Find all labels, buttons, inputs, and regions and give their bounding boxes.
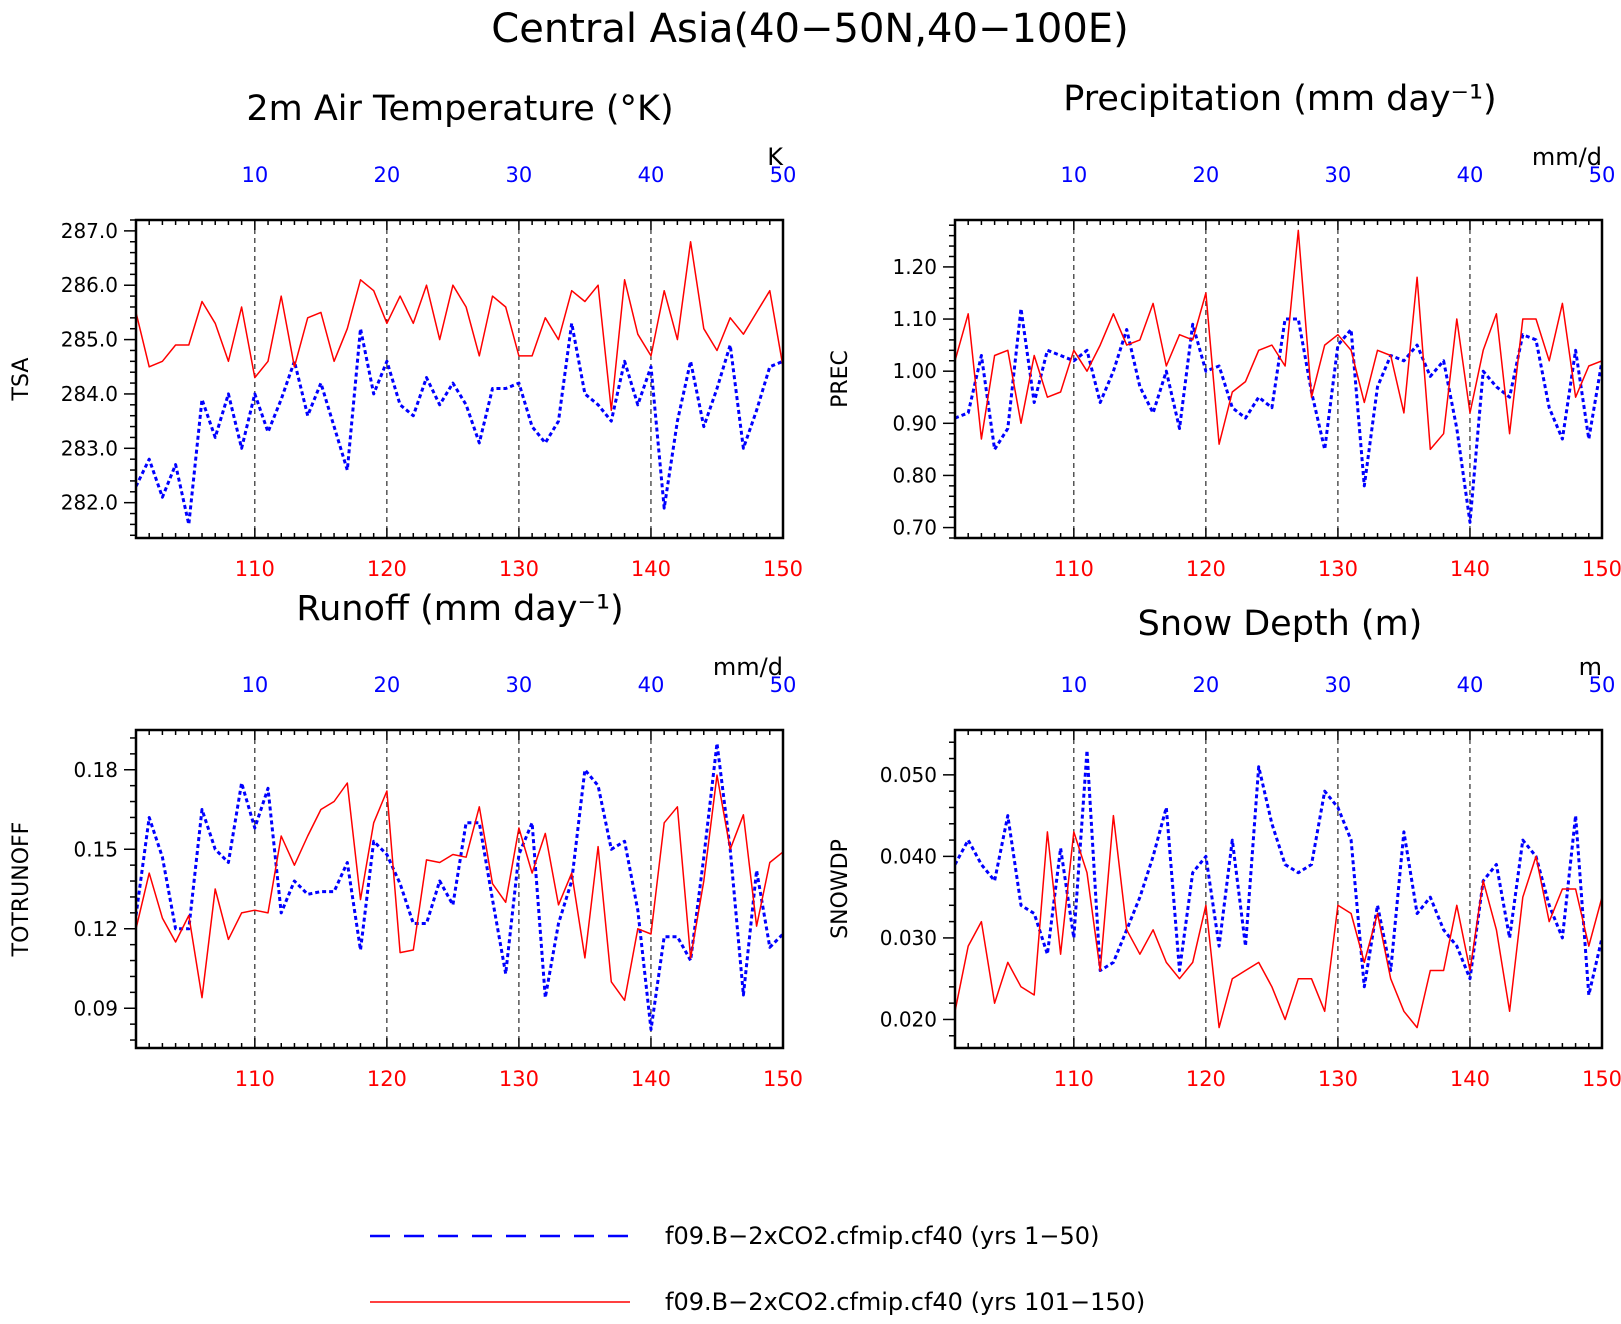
xtick-top-label-runoff-1: 20 (374, 673, 401, 697)
panel-tsa: 2m Air Temperature (°K) K 282.0 283.0 284.0 2… (9, 89, 803, 581)
xtick-bottom-label-snowdp-4: 150 (1582, 1067, 1621, 1091)
xtick-top-label-runoff-0: 10 (241, 673, 268, 697)
ytick-label-tsa-2: 284.0 (61, 382, 118, 406)
ytick-label-prec-4: 1.10 (892, 307, 937, 331)
panel-prec: Precipitation (mm day⁻¹) mm/d 0.70 0.80 0.90… (828, 79, 1621, 581)
ylabel-tsa: TSA (9, 358, 34, 402)
series-line-snowdp-yrs-1-50 (955, 748, 1602, 997)
xtick-bottom-label-runoff-2: 130 (499, 1067, 539, 1091)
xtick-top-label-tsa-1: 20 (374, 163, 401, 187)
xtick-bottom-label-snowdp-2: 130 (1318, 1067, 1358, 1091)
panel-title-tsa: 2m Air Temperature (°K) (246, 89, 673, 129)
ytick-label-snowdp-2: 0.040 (880, 844, 937, 868)
xtick-top-label-tsa-3: 40 (638, 163, 665, 187)
series-line-prec-yrs-1-50 (955, 307, 1602, 524)
xtick-top-label-snowdp-1: 20 (1193, 673, 1220, 697)
xtick-top-label-tsa-2: 30 (506, 163, 533, 187)
ytick-label-prec-2: 0.90 (892, 411, 937, 435)
unit-label-prec: mm/d (1532, 143, 1602, 171)
xtick-bottom-label-tsa-3: 140 (631, 557, 671, 581)
ylabel-prec: PREC (828, 350, 853, 408)
xtick-top-label-runoff-4: 50 (770, 673, 797, 697)
ytick-label-runoff-1: 0.12 (73, 917, 118, 941)
xtick-bottom-label-prec-4: 150 (1582, 557, 1621, 581)
ytick-label-prec-3: 1.00 (892, 359, 937, 383)
xtick-bottom-label-runoff-1: 120 (367, 1067, 407, 1091)
ytick-label-snowdp-1: 0.030 (880, 926, 937, 950)
unit-label-runoff: mm/d (713, 653, 783, 681)
ytick-label-prec-5: 1.20 (892, 255, 937, 279)
xtick-bottom-label-tsa-4: 150 (763, 557, 803, 581)
xtick-top-label-prec-0: 10 (1060, 163, 1087, 187)
xtick-top-label-runoff-3: 40 (638, 673, 665, 697)
xtick-bottom-label-runoff-0: 110 (235, 1067, 275, 1091)
panel-snowdp: Snow Depth (m) m 0.020 0.030 0.040 0.050 110 12… (828, 604, 1621, 1091)
xtick-top-label-prec-3: 40 (1457, 163, 1484, 187)
legend-label-run2: f09.B−2xCO2.cfmip.cf40 (yrs 101−150) (665, 1288, 1145, 1316)
xtick-bottom-label-tsa-1: 120 (367, 557, 407, 581)
xtick-top-label-snowdp-0: 10 (1060, 673, 1087, 697)
xtick-top-label-snowdp-4: 50 (1589, 673, 1616, 697)
ytick-label-runoff-3: 0.18 (73, 758, 118, 782)
xtick-top-label-prec-4: 50 (1589, 163, 1616, 187)
panel-title-snowdp: Snow Depth (m) (1138, 604, 1423, 644)
ytick-label-tsa-3: 285.0 (61, 328, 118, 352)
ytick-label-runoff-0: 0.09 (73, 996, 118, 1020)
xtick-top-label-snowdp-3: 40 (1457, 673, 1484, 697)
xtick-top-label-prec-1: 20 (1193, 163, 1220, 187)
ylabel-snowdp: SNOWDP (828, 839, 853, 939)
ytick-label-tsa-0: 282.0 (61, 491, 118, 515)
xtick-bottom-label-snowdp-0: 110 (1054, 1067, 1094, 1091)
ylabel-runoff: TOTRUNOFF (9, 822, 34, 958)
ytick-label-tsa-1: 283.0 (61, 436, 118, 460)
unit-label-snowdp: m (1579, 653, 1602, 681)
series-line-tsa-yrs-1-50 (136, 321, 783, 526)
xtick-top-label-prec-2: 30 (1325, 163, 1352, 187)
xtick-bottom-label-snowdp-1: 120 (1186, 1067, 1226, 1091)
series-line-tsa-yrs-101-150 (136, 240, 783, 412)
xtick-bottom-label-runoff-3: 140 (631, 1067, 671, 1091)
ytick-label-tsa-5: 287.0 (61, 219, 118, 243)
xtick-bottom-label-runoff-4: 150 (763, 1067, 803, 1091)
panel-runoff: Runoff (mm day⁻¹) mm/d 0.09 0.12 0.15 0.18 110… (9, 589, 803, 1091)
xtick-bottom-label-prec-2: 130 (1318, 557, 1358, 581)
series-line-runoff-yrs-101-150 (136, 774, 783, 1002)
ytick-label-snowdp-3: 0.050 (880, 763, 937, 787)
plot-frame-runoff (134, 728, 785, 1050)
panels: 2m Air Temperature (°K) K 282.0 283.0 284.0 2… (9, 79, 1621, 1091)
xtick-bottom-label-tsa-0: 110 (235, 557, 275, 581)
xtick-bottom-label-snowdp-3: 140 (1450, 1067, 1490, 1091)
xtick-top-label-runoff-2: 30 (506, 673, 533, 697)
xtick-top-label-tsa-0: 10 (241, 163, 268, 187)
ytick-label-prec-0: 0.70 (892, 516, 937, 540)
xtick-bottom-label-prec-3: 140 (1450, 557, 1490, 581)
series-line-runoff-yrs-1-50 (136, 741, 783, 1031)
panel-title-runoff: Runoff (mm day⁻¹) (296, 589, 623, 629)
plot-frame-tsa (134, 218, 785, 540)
ytick-label-prec-1: 0.80 (892, 463, 937, 487)
legend: f09.B−2xCO2.cfmip.cf40 (yrs 1−50) f09.B−… (370, 1222, 1145, 1316)
panel-title-prec: Precipitation (mm day⁻¹) (1063, 79, 1496, 119)
xtick-bottom-label-prec-1: 120 (1186, 557, 1226, 581)
xtick-bottom-label-tsa-2: 130 (499, 557, 539, 581)
figure-title: Central Asia(40−50N,40−100E) (491, 6, 1128, 52)
ytick-label-runoff-2: 0.15 (73, 837, 118, 861)
unit-label-tsa: K (767, 143, 784, 171)
plot-frame-prec (953, 218, 1604, 540)
xtick-top-label-tsa-4: 50 (770, 163, 797, 187)
xtick-bottom-label-prec-0: 110 (1054, 557, 1094, 581)
ytick-label-tsa-4: 286.0 (61, 273, 118, 297)
series-line-snowdp-yrs-101-150 (955, 814, 1602, 1029)
plot-frame-snowdp (953, 728, 1604, 1050)
xtick-top-label-snowdp-2: 30 (1325, 673, 1352, 697)
ytick-label-snowdp-0: 0.020 (880, 1007, 937, 1031)
series-line-prec-yrs-101-150 (955, 229, 1602, 451)
legend-label-run1: f09.B−2xCO2.cfmip.cf40 (yrs 1−50) (665, 1222, 1099, 1250)
